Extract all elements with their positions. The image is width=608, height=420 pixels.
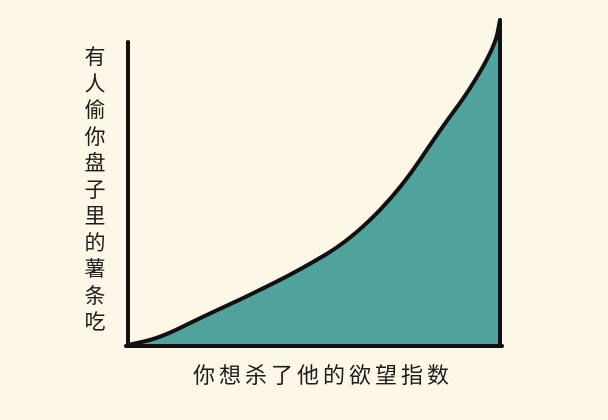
y-axis-label-char: 子 — [84, 177, 106, 202]
y-axis-label-char: 条 — [84, 283, 106, 308]
y-axis-label-char: 有 — [84, 45, 106, 69]
y-axis-label-char: 里 — [84, 204, 106, 228]
y-axis-label-char: 吃 — [84, 310, 106, 334]
y-axis-label-char: 薯 — [84, 257, 106, 281]
y-axis-label-char: 盘 — [84, 151, 106, 175]
y-axis-label-char: 你 — [84, 124, 106, 149]
series-line — [127, 19, 502, 347]
y-axis-label-char: 的 — [84, 230, 106, 255]
area-fill — [128, 20, 500, 345]
y-axis-label-char: 人 — [84, 71, 106, 96]
y-axis-label-char: 偷 — [84, 98, 106, 122]
y-axis-label: 有人偷你盘子里的薯条吃 — [78, 44, 112, 336]
x-axis-label: 你想杀了他的欲望指数 — [193, 364, 454, 389]
